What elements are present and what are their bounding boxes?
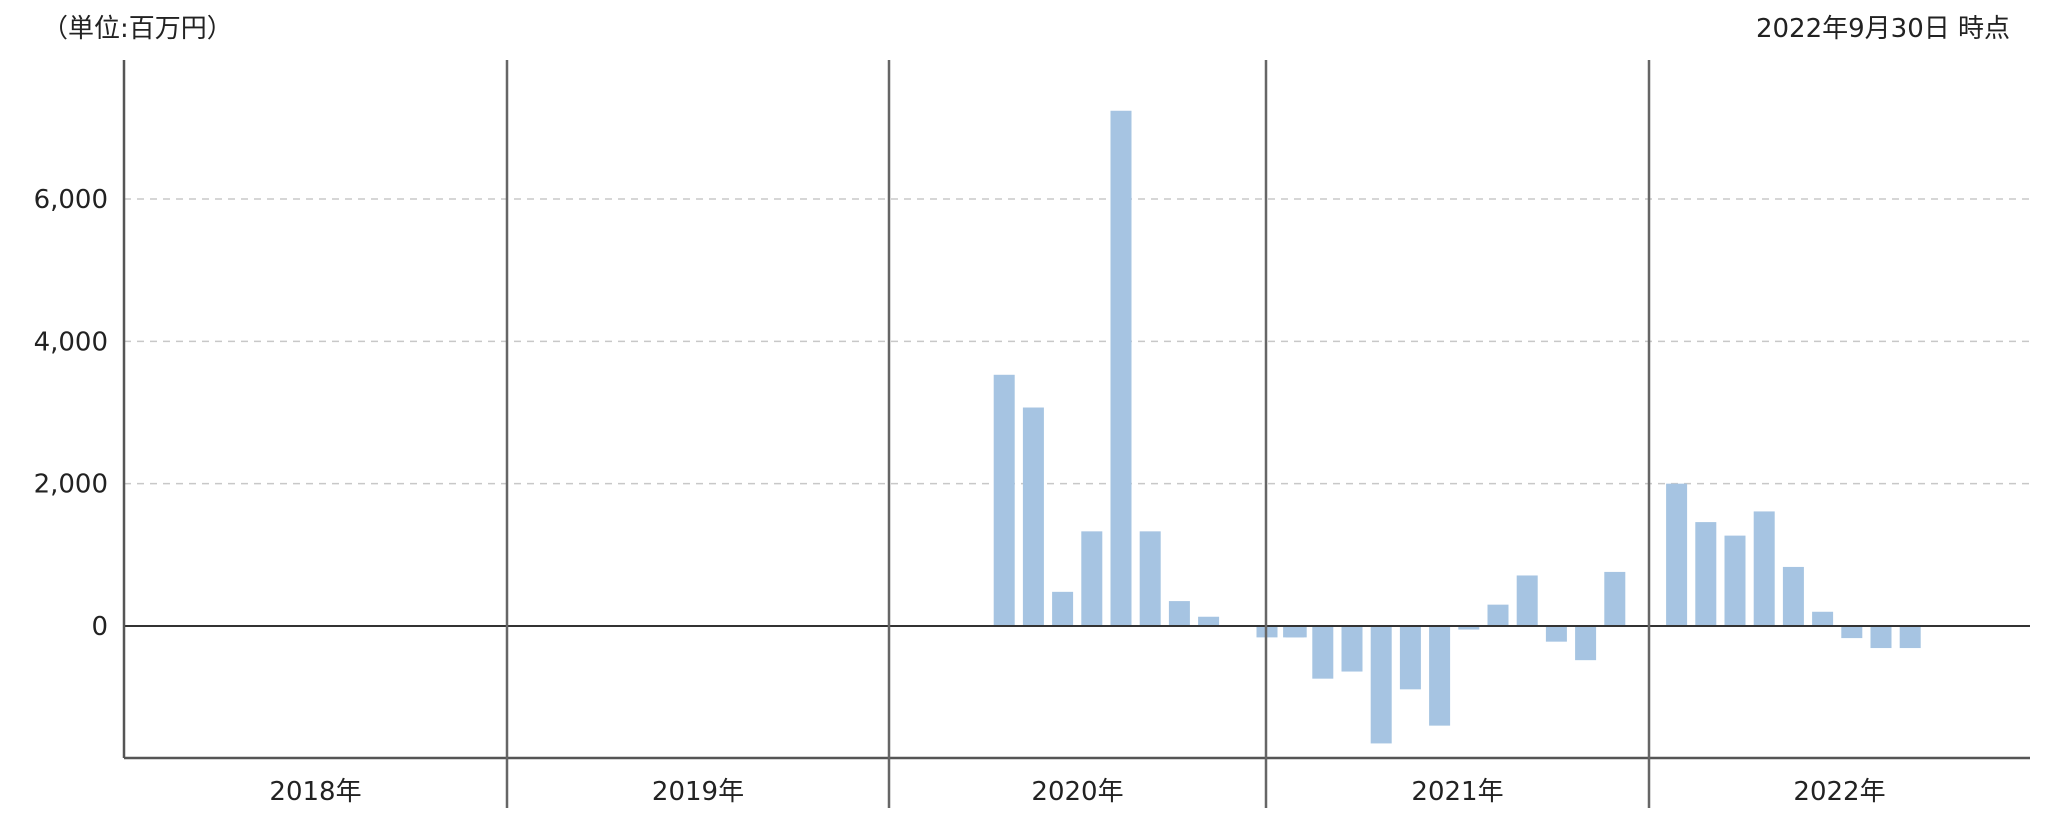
bar xyxy=(1110,110,1132,626)
bar xyxy=(1516,575,1538,626)
bar xyxy=(1198,616,1220,626)
y-tick-label: 2,000 xyxy=(34,470,108,500)
bar xyxy=(1081,531,1103,626)
bar xyxy=(1283,626,1305,638)
y-tick-label: 0 xyxy=(91,612,108,642)
bar xyxy=(1575,626,1597,661)
bar xyxy=(1899,626,1921,649)
as-of-date-label: 2022年9月30日 時点 xyxy=(1755,14,2010,44)
bar xyxy=(1458,626,1480,630)
y-tick-label: 6,000 xyxy=(34,185,108,215)
bar xyxy=(1812,611,1834,626)
bar xyxy=(1168,601,1190,626)
bar xyxy=(1545,626,1567,642)
y-tick-label: 4,000 xyxy=(34,327,108,357)
bar xyxy=(1429,626,1451,726)
x-tick-label: 2019年 xyxy=(652,777,744,807)
x-tick-label: 2020年 xyxy=(1031,777,1123,807)
x-tick-label: 2022年 xyxy=(1793,777,1885,807)
bar xyxy=(1753,511,1775,626)
bar xyxy=(1841,626,1863,639)
bar xyxy=(1312,626,1334,679)
bar xyxy=(1870,626,1892,649)
bar xyxy=(1052,591,1074,626)
unit-label: （単位:百万円） xyxy=(42,14,233,44)
bar xyxy=(1399,626,1421,690)
bar xyxy=(1487,604,1509,626)
bar xyxy=(993,374,1015,626)
bar xyxy=(1782,566,1804,626)
bar xyxy=(1022,407,1044,626)
bar xyxy=(1139,531,1161,626)
bar xyxy=(1724,535,1746,626)
x-tick-label: 2021年 xyxy=(1411,777,1503,807)
bar xyxy=(1604,571,1626,626)
bar xyxy=(1666,483,1688,626)
bar xyxy=(1695,522,1717,626)
bar xyxy=(1370,626,1392,744)
bar xyxy=(1341,626,1363,672)
x-tick-label: 2018年 xyxy=(269,777,361,807)
